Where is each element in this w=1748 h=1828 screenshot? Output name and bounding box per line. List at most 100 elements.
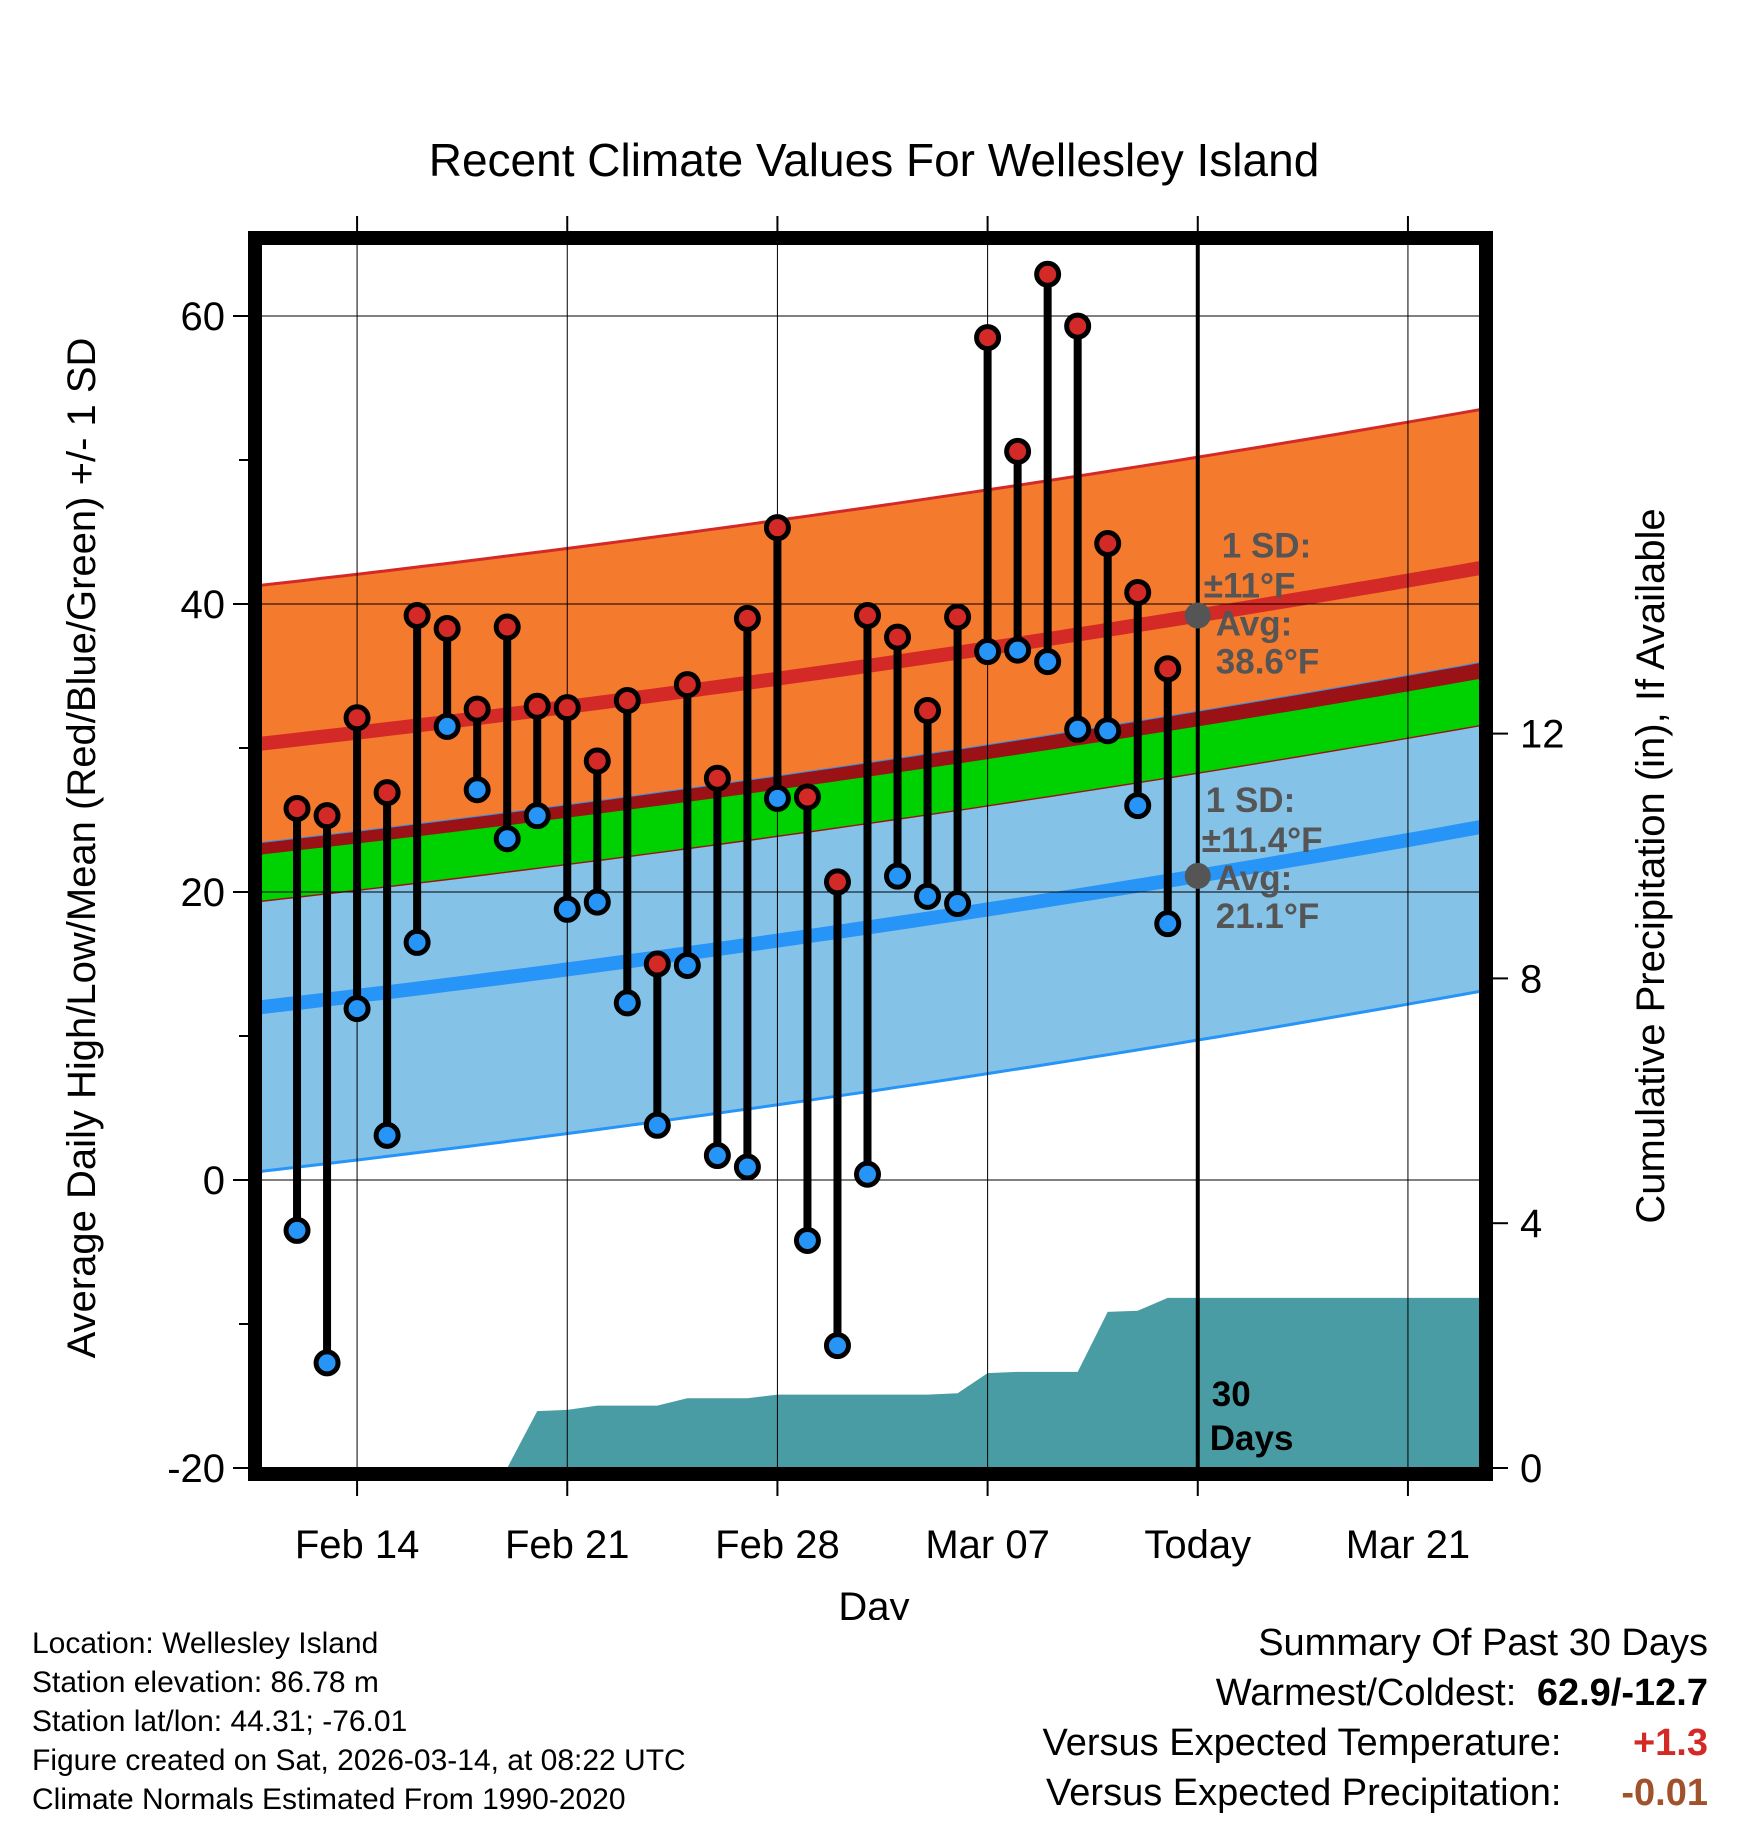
daily-high-dot	[733, 604, 761, 632]
normals-text: Climate Normals Estimated From 1990-2020	[32, 1783, 626, 1816]
daily-low-dot	[703, 1142, 731, 1170]
daily-high-dot	[763, 514, 791, 542]
location-text: Location: Wellesley Island	[32, 1627, 379, 1660]
days-count-label: 30	[1212, 1375, 1251, 1414]
high-sd-value: ±11°F	[1204, 567, 1296, 606]
daily-high-dot	[1094, 530, 1122, 558]
daily-low-dot	[733, 1153, 761, 1181]
y-axis-label: Average Daily High/Low/Mean (Red/Blue/Gr…	[60, 338, 104, 1359]
daily-low-dot	[1064, 715, 1092, 743]
chart-title: Recent Climate Values For Wellesley Isla…	[429, 134, 1320, 186]
plot-frame	[248, 231, 1493, 1481]
daily-high-dot	[1124, 578, 1152, 606]
daily-low-dot	[433, 712, 461, 740]
x-tick-label: Feb 28	[715, 1523, 840, 1567]
normals-layer	[261, 244, 1480, 1468]
daily-high-dot	[703, 764, 731, 792]
precipitation-departure-row: Versus Expected Precipitation: -0.01	[1043, 1768, 1708, 1818]
daily-low-dot	[583, 888, 611, 916]
daily-high-dot	[433, 614, 461, 642]
daily-high-dot	[793, 783, 821, 811]
created-text: Figure created on Sat, 2026-03-14, at 08…	[32, 1744, 686, 1777]
daily-high-dot	[1154, 655, 1182, 683]
daily-high-dot	[613, 686, 641, 714]
daily-low-dot	[1004, 636, 1032, 664]
days-word-label: Days	[1210, 1419, 1294, 1458]
daily-low-dot	[763, 784, 791, 812]
daily-low-dot	[643, 1111, 671, 1139]
daily-high-dot	[643, 950, 671, 978]
warmest-coldest-value: 62.9/-12.7	[1536, 1672, 1708, 1714]
daily-low-dot	[613, 989, 641, 1017]
daily-high-dot	[974, 324, 1002, 352]
precipitation-area	[507, 1297, 1480, 1468]
x-tick-label: Feb 14	[295, 1523, 420, 1567]
x-tick-label: Mar 21	[1346, 1523, 1471, 1567]
daily-high-dot	[673, 671, 701, 699]
low-sd-label: 1 SD:	[1206, 781, 1295, 820]
y-tick-label: -20	[167, 1447, 225, 1491]
daily-low-dot	[1154, 910, 1182, 938]
daily-low-dot	[373, 1121, 401, 1149]
today-high-normal-marker	[1184, 602, 1211, 629]
daily-low-dot	[1094, 717, 1122, 745]
low-sd-value: ±11.4°F	[1202, 821, 1323, 860]
high-sd-label: 1 SD:	[1222, 527, 1311, 566]
low-avg-label: Avg:	[1216, 859, 1292, 898]
daily-high-dot	[553, 694, 581, 722]
y-tick-label: 60	[181, 295, 226, 339]
daily-high-dot	[853, 602, 881, 630]
daily-low-dot	[523, 802, 551, 830]
x-tick-label: Today	[1144, 1523, 1251, 1567]
daily-low-dot	[283, 1216, 311, 1244]
summary-heading: Summary Of Past 30 Days	[1258, 1622, 1708, 1664]
y-tick-label: 20	[181, 871, 226, 915]
high-band-upper-edge	[261, 408, 1480, 587]
temperature-departure-label: Versus Expected Temperature:	[1042, 1722, 1562, 1764]
daily-high-dot	[403, 602, 431, 630]
daily-high-dot	[823, 868, 851, 896]
latlon-text: Station lat/lon: 44.31; -76.01	[32, 1705, 408, 1738]
temperature-departure-row: Versus Expected Temperature: +1.3	[1043, 1718, 1708, 1768]
daily-high-dot	[884, 623, 912, 651]
y2-tick-label: 8	[1520, 957, 1542, 1001]
daily-low-dot	[823, 1332, 851, 1360]
daily-low-dot	[553, 895, 581, 923]
daily-low-dot	[914, 882, 942, 910]
daily-high-dot	[313, 802, 341, 830]
x-axis-label: Day	[838, 1585, 909, 1620]
station-info: Location: Wellesley Island Station eleva…	[32, 1624, 686, 1819]
daily-high-dot	[1004, 437, 1032, 465]
daily-high-dot	[343, 704, 371, 732]
low-avg-value: 21.1°F	[1216, 897, 1320, 936]
summary-panel: Summary Of Past 30 Days Warmest/Coldest:…	[1043, 1618, 1708, 1818]
y2-tick-label: 0	[1520, 1447, 1542, 1491]
daily-low-dot	[343, 995, 371, 1023]
daily-high-dot	[1064, 312, 1092, 340]
daily-low-dot	[673, 951, 701, 979]
elevation-text: Station elevation: 86.78 m	[32, 1666, 379, 1699]
today-low-normal-marker	[1184, 862, 1211, 889]
daily-high-dot	[914, 697, 942, 725]
y2-tick-label: 12	[1520, 713, 1565, 757]
daily-high-dot	[283, 794, 311, 822]
daily-low-dot	[944, 890, 972, 918]
y-tick-label: 40	[181, 583, 226, 627]
daily-low-dot	[463, 776, 491, 804]
daily-high-dot	[944, 603, 972, 631]
precipitation-departure-label: Versus Expected Precipitation:	[1046, 1772, 1562, 1814]
climate-chart: Recent Climate Values For Wellesley Isla…	[60, 134, 1673, 1620]
daily-low-dot	[403, 928, 431, 956]
daily-low-dot	[884, 862, 912, 890]
daily-high-dot	[493, 613, 521, 641]
daily-high-dot	[523, 692, 551, 720]
daily-low-dot	[1124, 792, 1152, 820]
daily-high-dot	[583, 747, 611, 775]
daily-high-dot	[1034, 260, 1062, 288]
daily-low-dot	[793, 1226, 821, 1254]
x-tick-label: Mar 07	[925, 1523, 1050, 1567]
daily-low-dot	[493, 825, 521, 853]
daily-low-dot	[313, 1349, 341, 1377]
warmest-coldest-label: Warmest/Coldest:	[1215, 1672, 1517, 1714]
